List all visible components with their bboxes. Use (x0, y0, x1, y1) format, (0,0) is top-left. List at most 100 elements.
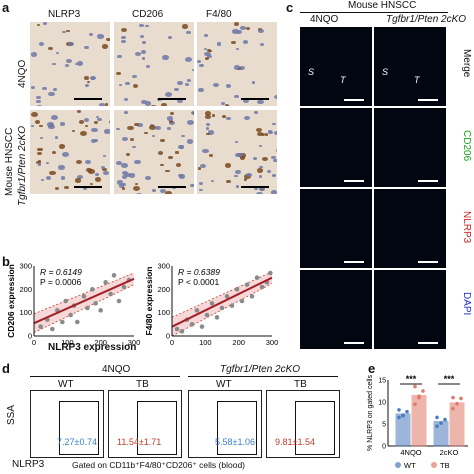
scatter-point (108, 291, 113, 297)
scatter-point (254, 275, 260, 280)
row-label-4nqo: 4NQO (17, 59, 28, 88)
scatter-point (81, 294, 87, 299)
gate-percentage: 11.54±1.71 (117, 437, 162, 447)
p-value: P < 0.0001 (178, 277, 219, 287)
legend-label: TB (440, 461, 450, 470)
data-point (435, 424, 439, 428)
y-tick-label: 10 (378, 400, 386, 407)
x-tick-label: 100 (61, 338, 74, 347)
scatter-point (111, 273, 117, 278)
sample-label: TB (136, 379, 149, 390)
ihc-tile (114, 22, 194, 106)
scatter-point (90, 287, 95, 292)
scatter-point (50, 326, 55, 332)
flow-xlabel: NLRP3 (12, 459, 45, 470)
scatter-ylabel: CD206 expression (6, 264, 16, 338)
row-label-nlrp3: NLRP3 (461, 211, 472, 244)
category-label: 4NQO (400, 448, 421, 457)
scale-bar (418, 99, 438, 101)
scatter-point (179, 329, 185, 334)
scatter-point (214, 315, 220, 320)
ihc-tile (197, 110, 277, 194)
panel-e-letter: e (368, 361, 376, 376)
panel-c-letter: c (286, 0, 294, 15)
row-label-dapi: DAPI (461, 292, 472, 316)
ihc-tile (30, 110, 110, 194)
y-tick-label: 15 (378, 378, 386, 385)
gating-label: Gated on CD11b⁺F4/80⁺CD206⁺ cells (blood… (72, 460, 246, 470)
scatter-point (224, 294, 230, 299)
legend-swatch (431, 462, 437, 468)
ci-lower (33, 284, 135, 333)
row-label-2cko: Tgfbr1/Pten 2cKO (17, 125, 28, 206)
scatter-point (68, 312, 73, 318)
sample-label: WT (58, 379, 74, 390)
data-point (401, 413, 405, 418)
scatter-point (234, 287, 240, 292)
fit-line (171, 276, 273, 328)
scatter-point (199, 324, 205, 329)
r-value: R = 0.6149 (40, 267, 82, 277)
y-tick-label: 100 (19, 308, 32, 317)
scatter-point (121, 284, 127, 290)
data-point (451, 406, 455, 411)
fluorescence-tile (374, 108, 446, 187)
side-label-mouse-hnscc: Mouse HNSCC (4, 127, 15, 196)
region-label: S (308, 67, 315, 77)
scatter-point (93, 301, 98, 306)
gate-percentage: 7.27±0.74 (57, 437, 97, 447)
data-point (405, 409, 409, 414)
y-tick-label: 5 (382, 422, 386, 429)
legend-label: WT (404, 461, 416, 470)
region-label: S (382, 67, 389, 77)
region-label: T (414, 75, 420, 85)
group-rule-2cko (188, 376, 338, 377)
panel-c-title: Mouse HNSCC (348, 0, 417, 11)
bar-ylabel: % NLRP3 on gated cells (367, 375, 374, 451)
scale-bar (418, 261, 438, 263)
data-point (439, 421, 443, 425)
scatter-point (38, 324, 43, 329)
data-point (417, 394, 421, 399)
data-point (435, 415, 439, 420)
scatter-xlabel: NLRP3 expression (48, 342, 137, 353)
y-tick-label: 300 (19, 262, 32, 271)
significance-marker: *** (406, 374, 417, 384)
flow-plot: 11.54±1.71 (108, 390, 182, 458)
gate-percentage: 9.81±1.54 (275, 437, 315, 447)
y-tick-label: 200 (157, 285, 170, 294)
y-tick-label: 0 (166, 332, 170, 341)
panel-b-letter: b (2, 254, 10, 269)
x-tick-label: 200 (232, 338, 245, 347)
data-point (397, 408, 401, 412)
scale-bar (74, 98, 102, 100)
y-tick-label: 300 (157, 262, 170, 271)
col-label-f480: F4/80 (206, 9, 232, 20)
scatter-point (189, 322, 195, 327)
group-rule-4nqo (30, 376, 180, 377)
x-tick-label: 100 (199, 338, 212, 347)
y-tick-label: 200 (19, 285, 32, 294)
ihc-tile (197, 22, 277, 106)
scale-bar (344, 261, 364, 263)
col-label-c-2cko: Tgfbr1/Pten 2cKO (386, 14, 467, 25)
panel-a-letter: a (2, 0, 10, 15)
confidence-band (172, 271, 272, 336)
panel-d-letter: d (2, 361, 10, 376)
flow-plot: 7.27±0.74 (30, 390, 104, 458)
data-point (421, 389, 425, 393)
scale-bar (344, 180, 364, 182)
scale-bar (158, 98, 186, 100)
data-point (413, 384, 417, 389)
significance-marker: *** (444, 374, 455, 384)
scale-bar (241, 186, 269, 188)
gate-percentage: 5.58±1.06 (215, 437, 255, 447)
gate-polygon (217, 401, 257, 455)
flow-plot: 5.58±1.06 (188, 390, 262, 458)
col-label-nlrp3: NLRP3 (48, 9, 81, 20)
data-point (413, 402, 417, 406)
data-point (443, 417, 447, 422)
scatter-point (209, 301, 215, 306)
scatter-point (268, 270, 273, 276)
scatter-point (244, 282, 250, 287)
